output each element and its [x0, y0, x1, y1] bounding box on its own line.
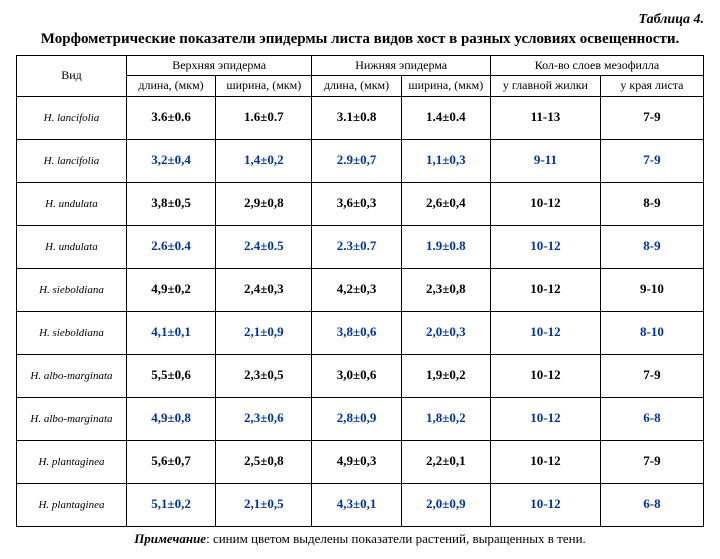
cell-mf-edge: 8-9 — [600, 225, 703, 268]
table-note: Примечание: синим цветом выделены показа… — [16, 531, 704, 547]
cell-le-width: 2,3±0,8 — [401, 268, 490, 311]
cell-ue-length: 2.6±0.4 — [126, 225, 215, 268]
cell-le-width: 2,2±0,1 — [401, 440, 490, 483]
cell-mf-edge: 8-9 — [600, 182, 703, 225]
cell-mf-vein: 10-12 — [490, 182, 600, 225]
cell-le-width: 1.4±0.4 — [401, 96, 490, 139]
col-le-length: длина, (мкм) — [312, 76, 401, 97]
cell-le-length: 2.3±0.7 — [312, 225, 401, 268]
cell-mf-vein: 10-12 — [490, 311, 600, 354]
cell-species: H. plantaginea — [17, 440, 127, 483]
cell-mf-edge: 6-8 — [600, 483, 703, 526]
col-species: Вид — [17, 55, 127, 96]
cell-mf-vein: 9-11 — [490, 139, 600, 182]
cell-species: H. undulata — [17, 182, 127, 225]
cell-species: H. lancifolia — [17, 96, 127, 139]
table-row: H. lancifolia3.6±0.61.6±0.73.1±0.81.4±0.… — [17, 96, 704, 139]
cell-ue-width: 2,3±0,5 — [216, 354, 312, 397]
cell-ue-length: 3,8±0,5 — [126, 182, 215, 225]
cell-le-length: 4,9±0,3 — [312, 440, 401, 483]
cell-le-length: 4,2±0,3 — [312, 268, 401, 311]
table-row: H. sieboldiana4,9±0,22,4±0,34,2±0,32,3±0… — [17, 268, 704, 311]
col-le-width: ширина, (мкм) — [401, 76, 490, 97]
cell-mf-vein: 10-12 — [490, 354, 600, 397]
table-label: Таблица 4. — [16, 12, 704, 28]
col-upper-epidermis: Верхняя эпидерма — [126, 55, 311, 76]
cell-ue-length: 3.6±0.6 — [126, 96, 215, 139]
cell-mf-vein: 10-12 — [490, 397, 600, 440]
cell-mf-edge: 9-10 — [600, 268, 703, 311]
cell-mf-edge: 7-9 — [600, 354, 703, 397]
cell-ue-width: 2,4±0,3 — [216, 268, 312, 311]
cell-ue-length: 4,9±0,8 — [126, 397, 215, 440]
cell-mf-vein: 10-12 — [490, 268, 600, 311]
table-row: H. albo-marginata4,9±0,82,3±0,62,8±0,91,… — [17, 397, 704, 440]
cell-species: H. sieboldiana — [17, 311, 127, 354]
morphometry-table: Вид Верхняя эпидерма Нижняя эпидерма Кол… — [16, 55, 704, 527]
cell-species: H. sieboldiana — [17, 268, 127, 311]
cell-mf-edge: 8-10 — [600, 311, 703, 354]
note-text: : синим цветом выделены показатели расте… — [206, 531, 586, 546]
col-mf-edge: у края листа — [600, 76, 703, 97]
cell-mf-edge: 7-9 — [600, 440, 703, 483]
cell-ue-length: 4,9±0,2 — [126, 268, 215, 311]
cell-le-length: 3,0±0,6 — [312, 354, 401, 397]
col-lower-epidermis: Нижняя эпидерма — [312, 55, 491, 76]
table-row: H. plantaginea5,6±0,72,5±0,84,9±0,32,2±0… — [17, 440, 704, 483]
cell-mf-vein: 10-12 — [490, 225, 600, 268]
cell-ue-length: 4,1±0,1 — [126, 311, 215, 354]
cell-le-width: 1,9±0,2 — [401, 354, 490, 397]
cell-le-width: 1,1±0,3 — [401, 139, 490, 182]
cell-ue-length: 3,2±0,4 — [126, 139, 215, 182]
cell-ue-width: 2,3±0,6 — [216, 397, 312, 440]
cell-le-width: 2,0±0,9 — [401, 483, 490, 526]
cell-mf-edge: 7-9 — [600, 139, 703, 182]
col-mf-vein: у главной жилки — [490, 76, 600, 97]
cell-le-length: 3,8±0,6 — [312, 311, 401, 354]
cell-species: H. lancifolia — [17, 139, 127, 182]
cell-le-length: 2.9±0,7 — [312, 139, 401, 182]
cell-ue-width: 1.6±0.7 — [216, 96, 312, 139]
cell-le-length: 2,8±0,9 — [312, 397, 401, 440]
cell-species: H. plantaginea — [17, 483, 127, 526]
cell-mf-vein: 10-12 — [490, 440, 600, 483]
cell-mf-vein: 10-12 — [490, 483, 600, 526]
table-row: H. sieboldiana4,1±0,12,1±0,93,8±0,62,0±0… — [17, 311, 704, 354]
cell-ue-width: 2,5±0,8 — [216, 440, 312, 483]
cell-ue-length: 5,5±0,6 — [126, 354, 215, 397]
cell-species: H. albo-marginata — [17, 397, 127, 440]
cell-mf-edge: 7-9 — [600, 96, 703, 139]
cell-ue-width: 2,1±0,9 — [216, 311, 312, 354]
table-row: H. undulata2.6±0.42.4±0.52.3±0.71.9±0.81… — [17, 225, 704, 268]
cell-le-length: 3,6±0,3 — [312, 182, 401, 225]
table-row: H. undulata3,8±0,52,9±0,83,6±0,32,6±0,41… — [17, 182, 704, 225]
cell-ue-width: 2.4±0.5 — [216, 225, 312, 268]
cell-species: H. albo-marginata — [17, 354, 127, 397]
cell-le-width: 1.9±0.8 — [401, 225, 490, 268]
cell-ue-width: 2,1±0,5 — [216, 483, 312, 526]
table-row: H. lancifolia3,2±0,41,4±0,22.9±0,71,1±0,… — [17, 139, 704, 182]
cell-le-length: 4,3±0,1 — [312, 483, 401, 526]
table-row: H. plantaginea5,1±0,22,1±0,54,3±0,12,0±0… — [17, 483, 704, 526]
cell-ue-length: 5,6±0,7 — [126, 440, 215, 483]
note-label: Примечание — [134, 531, 206, 546]
cell-ue-length: 5,1±0,2 — [126, 483, 215, 526]
cell-le-width: 2,0±0,3 — [401, 311, 490, 354]
cell-le-width: 2,6±0,4 — [401, 182, 490, 225]
table-row: H. albo-marginata5,5±0,62,3±0,53,0±0,61,… — [17, 354, 704, 397]
cell-le-length: 3.1±0.8 — [312, 96, 401, 139]
cell-ue-width: 1,4±0,2 — [216, 139, 312, 182]
cell-mf-vein: 11-13 — [490, 96, 600, 139]
col-mesophyll-layers: Кол-во слоев мезофилла — [490, 55, 703, 76]
cell-le-width: 1,8±0,2 — [401, 397, 490, 440]
col-ue-length: длина, (мкм) — [126, 76, 215, 97]
col-ue-width: ширина, (мкм) — [216, 76, 312, 97]
cell-species: H. undulata — [17, 225, 127, 268]
cell-ue-width: 2,9±0,8 — [216, 182, 312, 225]
table-title: Морфометрические показатели эпидермы лис… — [16, 30, 704, 49]
cell-mf-edge: 6-8 — [600, 397, 703, 440]
